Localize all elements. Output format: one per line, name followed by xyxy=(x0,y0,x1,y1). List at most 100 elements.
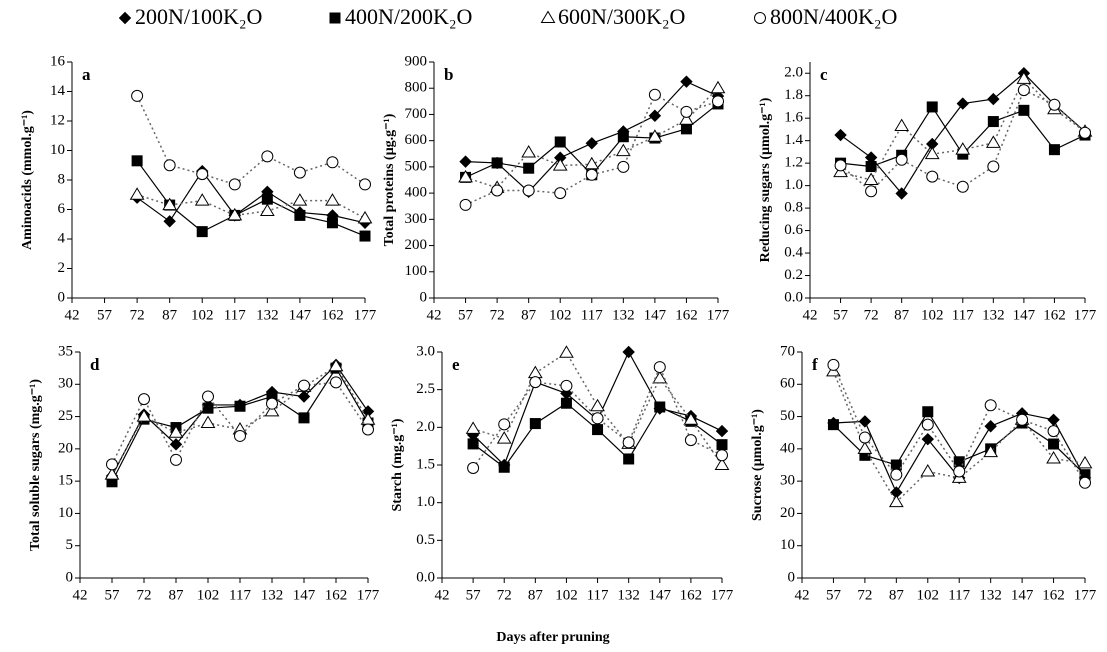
marker xyxy=(498,418,511,431)
marker xyxy=(459,155,472,168)
panel-label: f xyxy=(812,355,818,374)
x-tick-label: 177 xyxy=(354,307,377,323)
x-tick-label: 57 xyxy=(458,307,474,323)
y-tick-label: 0.0 xyxy=(784,289,803,305)
x-tick-label: 102 xyxy=(197,587,220,603)
x-axis-label: Days after pruning xyxy=(496,630,609,645)
y-tick-label: 0 xyxy=(66,569,74,585)
marker xyxy=(552,158,568,171)
x-tick-label: 132 xyxy=(261,587,284,603)
marker xyxy=(169,438,183,451)
marker xyxy=(648,88,661,101)
series-line xyxy=(472,365,723,469)
y-tick-label: 2.0 xyxy=(784,65,803,81)
marker xyxy=(138,393,150,406)
y-tick-label: 40 xyxy=(780,440,795,456)
y-tick-label: 12 xyxy=(50,112,65,128)
marker xyxy=(955,142,971,155)
y-tick-label: 0.2 xyxy=(784,267,803,283)
marker xyxy=(834,128,847,142)
marker xyxy=(895,187,908,200)
marker xyxy=(523,162,535,174)
series-line xyxy=(465,93,719,206)
marker xyxy=(584,156,600,170)
legend-label: 600N/300K₂O xyxy=(558,4,685,29)
y-tick-label: 50 xyxy=(780,408,795,424)
y-tick-label: 0.0 xyxy=(416,569,435,585)
x-tick-label: 162 xyxy=(675,307,698,323)
x-tick-label: 72 xyxy=(490,307,505,323)
y-tick-label: 10 xyxy=(58,505,73,521)
x-tick-label: 42 xyxy=(427,307,442,323)
marker xyxy=(858,415,872,428)
legend-marker xyxy=(754,12,766,24)
y-axis-label: Reducing sugars (µmol.g⁻¹) xyxy=(758,97,773,262)
y-tick-label: 6 xyxy=(58,201,66,217)
y-tick-label: 16 xyxy=(50,53,66,69)
marker xyxy=(266,397,278,410)
x-tick-label: 117 xyxy=(581,307,603,323)
x-tick-label: 117 xyxy=(587,587,609,603)
marker xyxy=(827,358,840,371)
x-tick-label: 87 xyxy=(894,307,910,323)
marker xyxy=(491,157,503,169)
marker xyxy=(1047,425,1060,438)
x-tick-label: 57 xyxy=(97,307,113,323)
marker xyxy=(228,178,241,191)
y-tick-label: 0.4 xyxy=(784,244,803,260)
marker xyxy=(527,365,543,379)
y-axis-label: Total proteins (µg.g⁻¹) xyxy=(382,113,397,246)
marker xyxy=(131,89,144,102)
y-tick-label: 0 xyxy=(420,289,428,305)
marker xyxy=(465,421,481,434)
marker xyxy=(325,193,340,206)
marker xyxy=(196,168,209,181)
y-tick-label: 10 xyxy=(50,142,65,158)
y-tick-label: 60 xyxy=(780,376,795,392)
marker xyxy=(1047,413,1060,427)
series-line xyxy=(111,381,369,465)
y-tick-label: 2.0 xyxy=(416,419,435,435)
marker xyxy=(529,418,541,430)
marker xyxy=(591,412,604,425)
marker xyxy=(652,370,668,384)
marker xyxy=(858,431,871,444)
marker xyxy=(1077,455,1093,469)
marker xyxy=(357,210,373,224)
x-tick-label: 42 xyxy=(795,587,810,603)
x-tick-label: 177 xyxy=(707,307,730,323)
series-line xyxy=(111,365,369,476)
y-tick-label: 0.8 xyxy=(784,200,803,216)
marker xyxy=(496,431,512,444)
legend-label: 800N/400K₂O xyxy=(770,4,897,29)
marker xyxy=(554,136,566,148)
marker xyxy=(328,358,344,372)
marker xyxy=(679,112,694,125)
marker xyxy=(895,153,908,166)
marker xyxy=(710,80,726,94)
marker xyxy=(890,468,903,481)
marker xyxy=(298,379,310,392)
x-tick-label: 147 xyxy=(293,587,316,603)
marker xyxy=(987,116,999,128)
x-tick-label: 87 xyxy=(528,587,544,603)
marker xyxy=(648,109,662,122)
marker xyxy=(202,390,214,403)
marker xyxy=(129,187,145,200)
x-tick-label: 72 xyxy=(497,587,512,603)
marker xyxy=(170,453,182,466)
marker xyxy=(890,459,902,471)
marker xyxy=(623,453,635,465)
marker xyxy=(326,156,339,169)
y-tick-label: 0 xyxy=(58,289,66,305)
marker xyxy=(1016,413,1029,426)
marker xyxy=(521,144,537,158)
y-axis-label: Aminoacids (mmol.g⁻¹) xyxy=(20,110,35,250)
marker xyxy=(234,400,246,412)
marker xyxy=(857,441,873,454)
marker xyxy=(294,209,306,221)
legend-label: 400N/200K₂O xyxy=(345,4,472,29)
marker xyxy=(261,150,274,163)
y-tick-label: 600 xyxy=(405,132,428,148)
